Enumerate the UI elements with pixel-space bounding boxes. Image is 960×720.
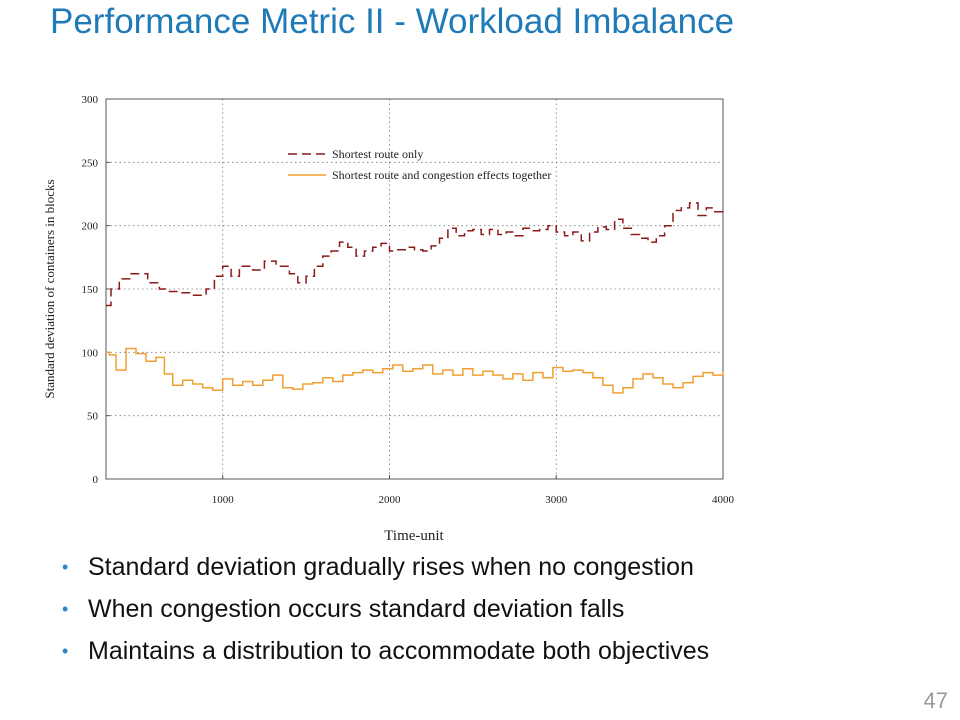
x-tick-label: 4000 xyxy=(712,494,735,506)
bullet-text: Standard deviation gradually rises when … xyxy=(88,553,694,581)
bullet-dot-icon: • xyxy=(62,557,69,577)
bullet-item: • Maintains a distribution to accommodate… xyxy=(62,636,942,666)
y-tick-label: 300 xyxy=(82,94,99,106)
x-axis-label: Time-unit xyxy=(384,528,444,544)
series-layer xyxy=(106,202,724,394)
tick-layer: 0 50 100 150 200 250 300 1000 2000 3000 4000 xyxy=(82,94,735,506)
legend-label-shortest-only: Shortest route only xyxy=(332,147,423,161)
legend-label-congestion: Shortest route and congestion effects to… xyxy=(332,168,551,182)
series-line-shortest-only xyxy=(106,202,724,307)
bullet-item: • Standard deviation gradually rises when… xyxy=(62,552,942,582)
y-tick-label: 150 xyxy=(82,284,99,296)
line-chart: 0 50 100 150 200 250 300 1000 2000 3000 4000 Short… xyxy=(42,94,735,544)
page-number: 47 xyxy=(923,688,948,713)
x-tick-label: 2000 xyxy=(378,494,401,506)
legend: Shortest route only Shortest route and c… xyxy=(288,147,551,182)
y-tick-label: 0 xyxy=(93,474,99,486)
x-tick-label: 3000 xyxy=(545,494,568,506)
bullet-dot-icon: • xyxy=(62,641,69,661)
y-tick-label: 200 xyxy=(82,221,99,233)
y-tick-label: 50 xyxy=(87,411,99,423)
y-tick-label: 100 xyxy=(82,347,99,359)
bullet-item: • When congestion occurs standard deviati… xyxy=(62,594,942,624)
chart-container: 0 50 100 150 200 250 300 1000 2000 3000 4000 Short… xyxy=(36,86,752,556)
y-tick-label: 250 xyxy=(82,157,99,169)
bullet-text: Maintains a distribution to accommodate … xyxy=(88,637,710,665)
grid-layer xyxy=(106,99,723,479)
bullet-dot-icon: • xyxy=(62,599,69,619)
x-tick-label: 1000 xyxy=(212,494,235,506)
y-axis-label: Standard deviation of containers in bloc… xyxy=(42,179,57,398)
series-line-congestion xyxy=(106,347,724,394)
bullet-list: • Standard deviation gradually rises when… xyxy=(62,552,942,678)
bullet-text: When congestion occurs standard deviatio… xyxy=(88,595,625,623)
slide-title: Performance Metric II - Workload Imbalan… xyxy=(50,2,735,41)
